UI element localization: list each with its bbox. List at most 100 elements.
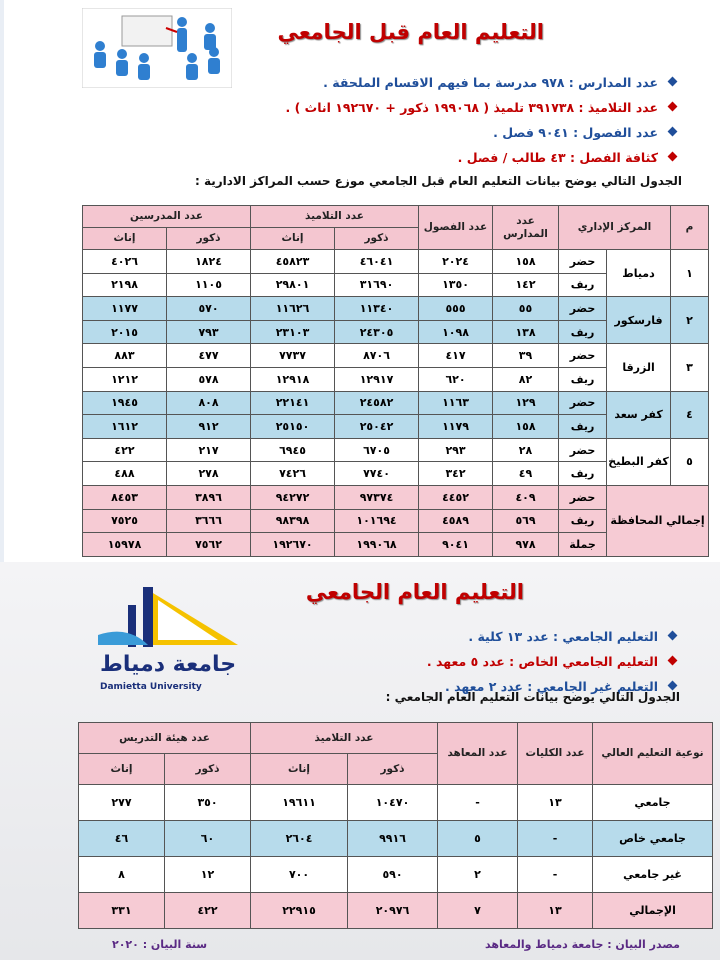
cell: - (517, 856, 594, 893)
table-row: ريف ١٣٨ ١٠٩٨ ٢٤٣٠٥ ٢٣١٠٣ ٧٩٣ ٢٠١٥ (81, 319, 709, 345)
table-row: ريف ٥٦٩ ٤٥٨٩ ١٠١٦٩٤ ٩٨٣٩٨ ٣٦٦٦ ٧٥٢٥ (81, 508, 709, 534)
table-head: م المركز الإداري عدد المدارس عدد الفصول عدد … (81, 205, 710, 250)
cell: ريف (558, 508, 608, 534)
cell: ٧٠٠ (250, 856, 349, 893)
cell: ٨ (77, 856, 166, 893)
cell: ١١٦٢٦ (250, 296, 336, 321)
cell: ٢١٧ (166, 437, 252, 463)
table: م المركز الإداري عدد المدارس عدد الفصول عدد … (81, 205, 710, 557)
cell: ٧ (437, 892, 519, 929)
cell: حضر (558, 296, 608, 321)
header-row: نوعية التعليم العالي عدد الكليات عدد المعا… (77, 722, 714, 785)
bullet: عدد الفصول : ٩٠٤١ فصل . (286, 120, 681, 145)
bullet: كثافة الفصل : ٤٣ طالب / فصل . (286, 145, 681, 170)
cell: ٩١٢ (166, 414, 252, 439)
cell: ٢٧٨ (166, 461, 252, 486)
cell: ٩٧٨ (492, 532, 560, 557)
cell: غير جامعي (592, 856, 714, 893)
header-cell: عدد هيئة التدريس (77, 722, 252, 754)
table-row: جملة ٩٧٨ ٩٠٤١ ١٩٩٠٦٨ ١٩٢٦٧٠ ٧٥٦٢ ١٥٩٧٨ (81, 532, 709, 557)
logo-text: Damietta University (100, 682, 202, 692)
cell: ٤٤٥٢ (418, 484, 494, 510)
cell: دمياط (606, 248, 672, 298)
header-cell: ذكور (166, 227, 252, 250)
cell: ١٣ (517, 892, 594, 929)
cell: ١٤٢ (492, 272, 560, 298)
header-cell: ذكور (347, 753, 439, 785)
cell: ٢٨ (492, 437, 560, 463)
cell: ٢ (670, 296, 710, 345)
cell: ١٩٩٠٦٨ (334, 532, 420, 557)
university-logo (98, 587, 238, 647)
table-row: ريف ٨٢ ٦٢٠ ١٢٩١٧ ١٢٩١٨ ٥٧٨ ١٢١٢ (81, 366, 709, 392)
cell: ١٣٨ (492, 319, 560, 345)
cell: ١٣ (517, 784, 594, 821)
header-row: م المركز الإداري عدد المدارس عدد الفصول عدد … (81, 205, 710, 250)
header-cell: إناث (77, 753, 166, 785)
year: سنة البيان : ٢٠٢٠ (112, 938, 208, 951)
cell: ١٥٨ (492, 414, 560, 439)
cell: ١٩٦١١ (250, 784, 349, 821)
cell: كفر البطيخ (606, 437, 672, 486)
cell: ٢٥١٥٠ (250, 414, 336, 439)
cell: ٢٠٢٤ (418, 249, 494, 274)
header-row: ذكور إناث ذكور إناث (81, 227, 709, 250)
cell: الإجمالي (592, 892, 714, 929)
cell: ٢٣١٠٣ (250, 319, 336, 345)
intro: الجدول التالي يوضح بيانات التعليم العام … (385, 690, 680, 704)
cell: ٢٤٣٠٥ (334, 319, 420, 345)
cell: حضر (558, 390, 608, 416)
table-row: ريف ١٥٨ ١١٧٩ ٢٥٠٤٢ ٢٥١٥٠ ٩١٢ ١٦١٢ (81, 414, 709, 439)
cell: ٤٢٢ (164, 892, 252, 929)
table-row: ريف ٤٩ ٣٤٢ ٧٧٤٠ ٧٤٢٦ ٢٧٨ ٤٨٨ (81, 461, 709, 486)
cell: ٧٥٢٥ (81, 508, 168, 534)
cell: ١٥٩٧٨ (81, 532, 168, 557)
cell: ٥٩٠ (347, 856, 439, 893)
cell: ٥٥ (492, 296, 560, 321)
cell: ريف (558, 366, 608, 392)
table-head: نوعية التعليم العالي عدد الكليات عدد المعا… (77, 722, 714, 785)
cell: ٢٦٠٤ (250, 820, 349, 857)
table-body: ١ دمياط حضر ١٥٨ ٢٠٢٤ ٤٦٠٤١ ٤٥٨٢٣ ١٨٢٤ ٤٠٢٦ ريف ١٤٢… (81, 248, 710, 557)
cell: ٢٤٥٨٢ (334, 390, 420, 416)
cell: ٤٠٩ (492, 484, 560, 510)
cell: ١١٠٥ (166, 272, 252, 298)
cell: ٩٧٣٧٤ (334, 484, 420, 510)
cell: ٩٩١٦ (347, 820, 439, 857)
table-row: ٥ كفر البطيخ حضر ٢٨ ٢٩٣ ٦٧٠٥ ٦٩٤٥ ٢١٧ ٤٢٢ (81, 437, 710, 486)
table-row: غير جامعي -٢ ٥٩٠ ٧٠٠ ١٢ ٨ (77, 856, 714, 893)
table-row: إجمالي المحافظة حضر ٤٠٩ ٤٤٥٢ ٩٧٣٧٤ ٩٤٢٧٢ ٣٨٩٦ ٨… (81, 484, 710, 557)
cell: ١ (670, 248, 710, 298)
table-row: جامعي ١٣-١٠٤٧٠ ١٩٦١١ ٣٥٠ ٢٧٧ (77, 784, 714, 821)
cell: ٢١٩٨ (81, 272, 168, 298)
cell: ٤١٧ (418, 343, 494, 368)
cell: ١٨٢٤ (166, 249, 252, 274)
cell: ٥ (437, 820, 519, 857)
cell: ١٠٩٨ (418, 319, 494, 345)
title: التعليم العام قبل الجامعي (277, 20, 544, 44)
cell: ٨٠٨ (166, 390, 252, 416)
cell: ١٣٥٠ (418, 272, 494, 298)
cell: ٢٩٨٠١ (250, 272, 336, 298)
cell: ٣ (670, 343, 710, 392)
table-row: ١ دمياط حضر ١٥٨ ٢٠٢٤ ٤٦٠٤١ ٤٥٨٢٣ ١٨٢٤ ٤٠٢٦ (81, 248, 710, 298)
table-row: ٤ كفر سعد حضر ١٢٩ ١١٦٣ ٢٤٥٨٢ ٢٢١٤١ ٨٠٨ ١٩٤٥ (81, 390, 710, 439)
cell: ٥٧٨ (166, 366, 252, 392)
cell: ٩٠٤١ (418, 532, 494, 557)
cell: ٤٦ (77, 820, 166, 857)
title: التعليم العام الجامعي (305, 580, 524, 604)
table-body: جامعي ١٣-١٠٤٧٠ ١٩٦١١ ٣٥٠ ٢٧٧ جامعي خاص -٥ ٩٩١٦ ٢… (77, 784, 714, 929)
cell: ٥٧٠ (166, 296, 252, 321)
header-cell: عدد التلاميذ (250, 205, 420, 228)
cell: ٢٢٩١٥ (250, 892, 349, 929)
source: مصدر البيان : جامعة دمياط والمعاهد (485, 938, 680, 951)
header-cell: عدد الكليات (517, 722, 594, 785)
cell: ١٦١٢ (81, 414, 168, 439)
cell: ٧٥٦٢ (166, 532, 252, 557)
classroom-clipart (82, 8, 232, 88)
cell: ٣١٦٩٠ (334, 272, 420, 298)
bullet-list: التعليم الجامعي : عدد ١٣ كلية . التعليم ا… (427, 624, 680, 699)
cell: ٧٤٢٦ (250, 461, 336, 486)
header-cell: عدد الفصول (418, 205, 494, 250)
